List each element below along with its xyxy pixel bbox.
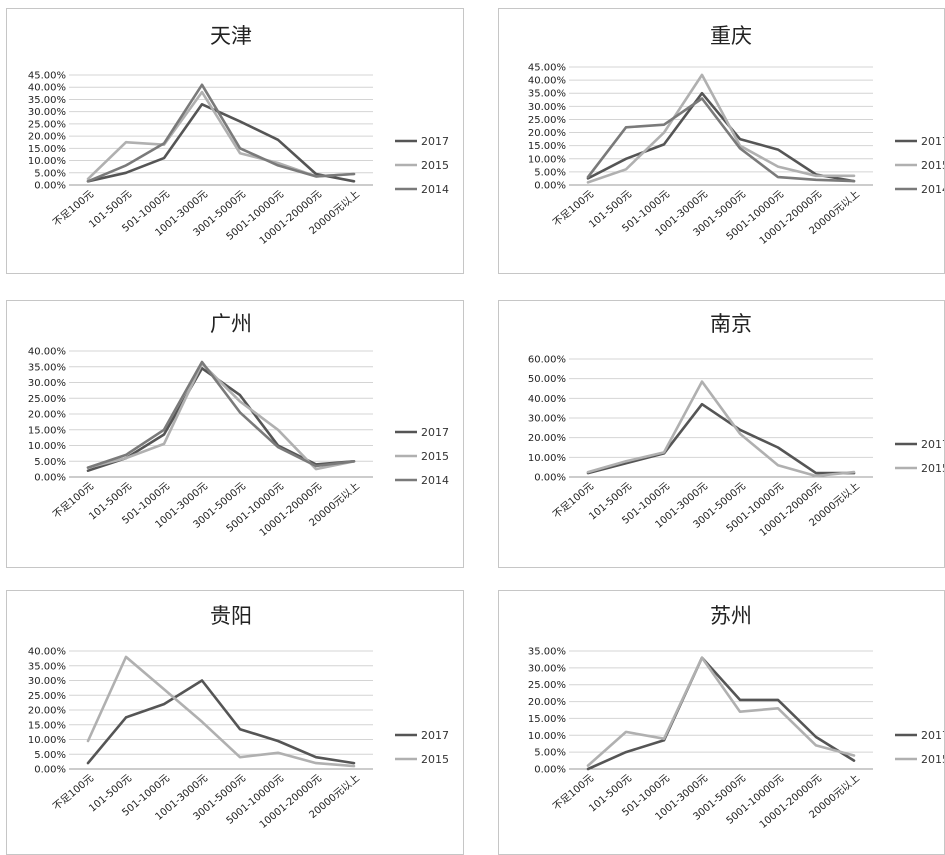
chart-guiyang: 贵阳 0.00% 5.00% 10.00% 15.00% 20.00% 25.00% 30.0… [28, 604, 449, 831]
y-tick-label: 20.00% [528, 433, 566, 444]
y-tick-label: 30.00% [528, 102, 566, 113]
y-tick-label: 0.00% [34, 765, 66, 776]
y-tick-label: 10.00% [528, 731, 566, 742]
y-tick-label: 5.00% [34, 168, 66, 179]
y-tick-label: 25.00% [28, 119, 66, 130]
y-tick-label: 0.00% [534, 181, 566, 192]
y-tick-label: 30.00% [28, 107, 66, 118]
chart-title: 天津 [210, 24, 252, 48]
y-tick-label: 15.00% [528, 141, 566, 152]
chart-title: 重庆 [710, 24, 752, 48]
y-tick-label: 5.00% [534, 748, 566, 759]
series-line-2017 [86, 679, 356, 765]
y-tick-label: 15.00% [28, 425, 66, 436]
y-tick-label: 25.00% [528, 115, 566, 126]
y-tick-label: 60.00% [528, 355, 566, 366]
series-line-2017 [86, 103, 356, 183]
y-tick-label: 40.00% [28, 83, 66, 94]
chart-panel-suzhou: 苏州 0.00% 5.00% 10.00% 15.00% 20.00% 25.00% 30.0… [498, 590, 945, 855]
chart-chongqing: 重庆 0.00% 5.00% 10.00% 15.00% 20.00% 25.00% 30.0… [528, 24, 944, 247]
y-tick-label: 30.00% [28, 378, 66, 389]
chart-title: 南京 [710, 312, 752, 336]
y-tick-label: 20.00% [28, 706, 66, 717]
series-line-2017 [586, 91, 856, 183]
y-tick-label: 20.00% [528, 697, 566, 708]
chart-panel-nanjing: 南京 0.00% 10.00% 20.00% 30.00% 40.00% 50.00% 60.… [498, 300, 945, 568]
legend-label: 2015 [421, 450, 449, 463]
y-tick-label: 15.00% [28, 720, 66, 731]
y-tick-label: 10.00% [28, 735, 66, 746]
series-line-2017 [586, 656, 856, 771]
legend-label: 2014 [921, 183, 944, 196]
y-tick-label: 40.00% [28, 647, 66, 658]
chart-title: 贵阳 [210, 604, 252, 628]
y-tick-label: 10.00% [528, 154, 566, 165]
legend-label: 2017 [921, 729, 944, 742]
y-tick-label: 50.00% [528, 374, 566, 385]
y-tick-label: 25.00% [28, 691, 66, 702]
y-tick-label: 0.00% [534, 765, 566, 776]
series-line-2014 [86, 360, 356, 469]
series-line-2015 [86, 655, 356, 768]
y-tick-label: 30.00% [28, 676, 66, 687]
y-tick-label: 20.00% [28, 132, 66, 143]
y-tick-label: 15.00% [528, 714, 566, 725]
legend-label: 2015 [921, 753, 944, 766]
y-tick-label: 10.00% [28, 441, 66, 452]
chart-nanjing: 南京 0.00% 10.00% 20.00% 30.00% 40.00% 50.00% 60.… [528, 312, 944, 539]
chart-guangzhou: 广州 0.00% 5.00% 10.00% 15.00% 20.00% 25.00% 30.0… [28, 312, 449, 539]
legend-label: 2014 [421, 183, 449, 196]
y-tick-label: 25.00% [28, 394, 66, 405]
y-tick-label: 40.00% [528, 76, 566, 87]
y-tick-label: 30.00% [528, 414, 566, 425]
y-tick-label: 5.00% [534, 167, 566, 178]
legend-label: 2015 [421, 753, 449, 766]
chart-title: 广州 [210, 312, 252, 336]
series-line-2015 [586, 73, 856, 184]
y-tick-label: 0.00% [34, 181, 66, 192]
y-tick-label: 0.00% [34, 473, 66, 484]
y-tick-label: 35.00% [28, 661, 66, 672]
chart-tianjin: 天津 0.00% 5.00%10.00%15.00%20.00% 25.00%30.0… [28, 24, 449, 247]
y-tick-label: 35.00% [528, 89, 566, 100]
series-line-2015 [86, 90, 356, 181]
y-tick-label: 40.00% [528, 394, 566, 405]
y-tick-label: 5.00% [34, 750, 66, 761]
legend-label: 2015 [921, 159, 944, 172]
y-tick-label: 10.00% [528, 453, 566, 464]
chart-panel-tianjin: 天津 0.00% 5.00% 10.00% 15.00% 20.00% 25.00% 30.0… [6, 8, 464, 274]
y-tick-label: 35.00% [28, 95, 66, 106]
y-tick-label: 0.00% [534, 473, 566, 484]
y-tick-label: 30.00% [528, 663, 566, 674]
legend-label: 2017 [921, 135, 944, 148]
chart-panel-guangzhou: 广州 0.00% 5.00% 10.00% 15.00% 20.00% 25.00% 30.0… [6, 300, 464, 568]
chart-suzhou: 苏州 0.00% 5.00% 10.00% 15.00% 20.00% 25.00% 30.0… [528, 604, 944, 831]
chart-panel-guiyang: 贵阳 0.00% 5.00% 10.00% 15.00% 20.00% 25.00% 30.0… [6, 590, 464, 855]
y-tick-label: 35.00% [528, 647, 566, 658]
series-line-2017 [586, 402, 856, 475]
legend-label: 2017 [421, 135, 449, 148]
y-tick-label: 45.00% [28, 71, 66, 82]
series-line-2014 [86, 83, 356, 183]
y-tick-label: 5.00% [34, 457, 66, 468]
series-line-2015 [586, 656, 856, 767]
y-tick-label: 15.00% [28, 144, 66, 155]
legend-label: 2017 [421, 426, 449, 439]
y-tick-label: 40.00% [28, 347, 66, 358]
y-tick-label: 35.00% [28, 362, 66, 373]
legend-label: 2015 [421, 159, 449, 172]
legend-label: 2017 [921, 438, 944, 451]
y-tick-label: 25.00% [528, 680, 566, 691]
y-tick-label: 20.00% [28, 410, 66, 421]
legend-label: 2015 [921, 462, 944, 475]
series-line-2015 [586, 380, 856, 478]
series-line-2014 [586, 97, 856, 183]
chart-title: 苏州 [710, 604, 752, 628]
y-tick-label: 10.00% [28, 156, 66, 167]
chart-panel-chongqing: 重庆 0.00% 5.00% 10.00% 15.00% 20.00% 25.00% 30.0… [498, 8, 945, 274]
y-tick-label: 20.00% [528, 128, 566, 139]
legend-label: 2014 [421, 474, 449, 487]
y-tick-label: 45.00% [528, 63, 566, 74]
legend-label: 2017 [421, 729, 449, 742]
